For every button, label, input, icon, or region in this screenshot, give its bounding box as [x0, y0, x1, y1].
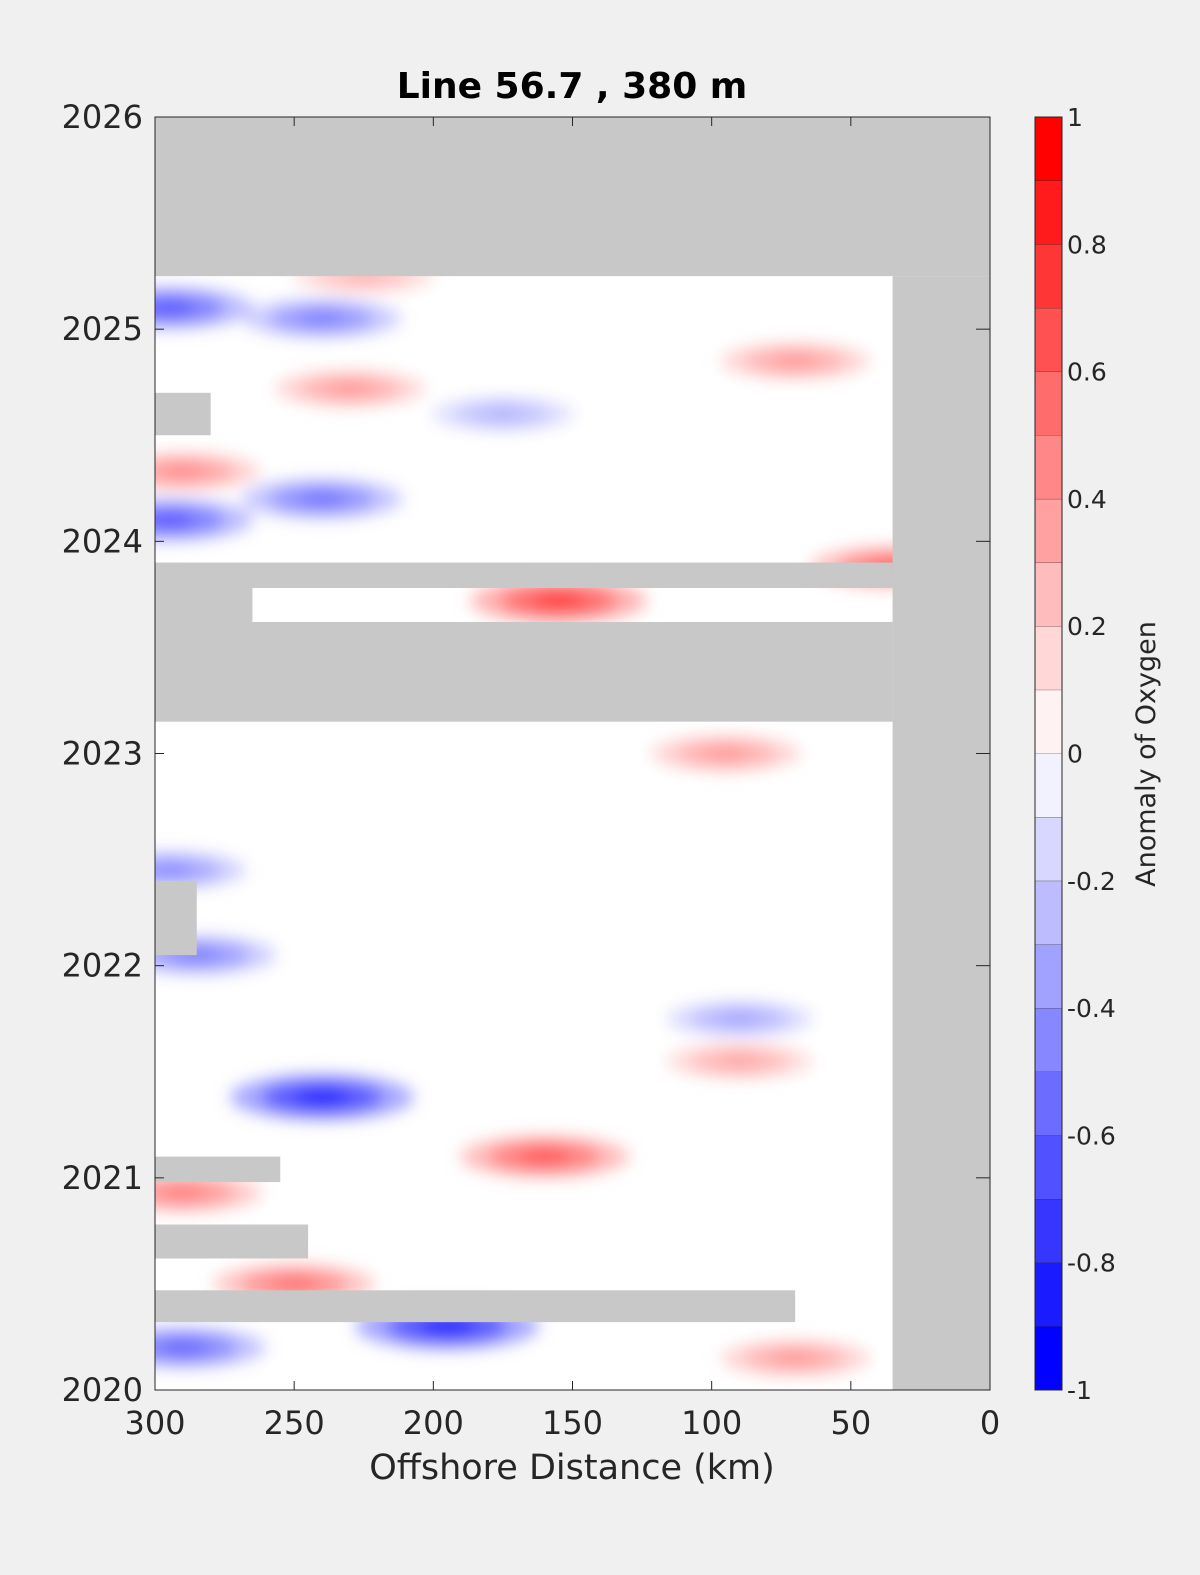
- anomaly-core: [294, 1088, 350, 1106]
- anomaly-core: [532, 592, 586, 609]
- colorbar-segment: [1035, 562, 1062, 627]
- colorbar-segment: [1035, 753, 1062, 818]
- y-tick-label: 2025: [62, 310, 143, 348]
- colorbar-segment: [1035, 880, 1062, 945]
- anomaly-core: [298, 311, 346, 326]
- no-data-region: [155, 392, 211, 436]
- y-axis: 2020 2021 2022 2023 2024 2025 2026: [62, 98, 990, 1409]
- anomaly-core: [419, 1317, 475, 1335]
- no-data-region: [155, 621, 893, 722]
- anomaly-core: [159, 1185, 207, 1200]
- anomaly-core: [155, 300, 195, 316]
- colorbar-tick-label: -0.2: [1067, 867, 1116, 896]
- anomaly-core: [772, 1351, 818, 1365]
- colorbar-tick-label: 0.6: [1067, 358, 1107, 387]
- x-tick-label: 250: [264, 1404, 325, 1442]
- colorbar-segment: [1035, 307, 1062, 372]
- colorbar-segment: [1035, 944, 1062, 1009]
- colorbar-tick-label: 0.8: [1067, 230, 1107, 259]
- y-tick-label: 2024: [62, 522, 143, 560]
- colorbar-segment: [1035, 1326, 1062, 1390]
- colorbar-segment: [1035, 817, 1062, 881]
- anomaly-core: [772, 354, 818, 368]
- x-tick-label: 0: [980, 1404, 1000, 1442]
- y-tick-label: 2022: [62, 947, 143, 985]
- colorbar-segment: [1035, 1008, 1062, 1072]
- plot-area: [155, 117, 990, 1390]
- colorbar-tick-label: -0.4: [1067, 994, 1116, 1023]
- colorbar-tick-label: 0.2: [1067, 612, 1107, 641]
- colorbar-tick-label: 1: [1067, 103, 1083, 132]
- anomaly-core: [297, 491, 347, 507]
- colorbar-segment: [1035, 689, 1062, 754]
- colorbar-label: Anomaly of Oxygen: [1131, 621, 1162, 887]
- colorbar-segment: [1035, 1135, 1062, 1200]
- colorbar-tick-label: -0.8: [1067, 1249, 1116, 1278]
- colorbar-segment: [1035, 180, 1062, 245]
- colorbar-segment: [1035, 498, 1062, 563]
- y-tick-label: 2026: [62, 98, 143, 136]
- colorbar-segment: [1035, 626, 1062, 690]
- colorbar-segment: [1035, 117, 1062, 181]
- colorbar-tick-label: -1: [1067, 1376, 1092, 1405]
- anomaly-core: [155, 863, 192, 877]
- anomaly-core: [519, 1149, 570, 1165]
- colorbar: 1 0.8 0.6 0.4 0.2 0 -0.2 -0.4 -0.6 -0.8 -1: [1034, 103, 1116, 1405]
- no-data-region: [155, 1224, 309, 1259]
- no-data-mask: [155, 117, 990, 1390]
- no-data-region: [155, 562, 893, 589]
- colorbar-tick-label: -0.6: [1067, 1121, 1116, 1150]
- no-data-region: [155, 880, 197, 956]
- colorbar-segment: [1035, 1262, 1062, 1327]
- no-data-region: [155, 1156, 281, 1183]
- anomaly-core: [327, 381, 373, 396]
- anomaly-core: [155, 512, 195, 528]
- y-tick-label: 2023: [62, 735, 143, 773]
- anomaly-core: [717, 1012, 762, 1026]
- colorbar-segment: [1035, 1199, 1062, 1263]
- x-tick-label: 150: [542, 1404, 603, 1442]
- no-data-region: [155, 117, 990, 277]
- anomaly-core: [717, 1054, 762, 1068]
- x-tick-label: 100: [681, 1404, 742, 1442]
- x-axis: 300 250 200 150 100 50 0: [124, 117, 1000, 1442]
- colorbar-segment: [1035, 1071, 1062, 1136]
- colorbar-tick-label: 0.4: [1067, 485, 1107, 514]
- colorbar-frame: [1034, 116, 1063, 1391]
- y-tick-label: 2021: [62, 1159, 143, 1197]
- colorbar-segment: [1035, 371, 1062, 436]
- x-tick-label: 200: [403, 1404, 464, 1442]
- anomaly-core: [269, 1276, 319, 1292]
- anomaly-core: [481, 407, 525, 421]
- no-data-region: [155, 588, 253, 622]
- y-tick-label: 2020: [62, 1371, 143, 1409]
- colorbar-tick-label: 0: [1067, 740, 1083, 769]
- colorbar-segment: [1035, 435, 1062, 499]
- anomaly-core: [703, 746, 749, 761]
- colorbar-segment: [1035, 244, 1062, 308]
- chart-title: Line 56.7 , 380 m: [397, 66, 748, 107]
- no-data-region: [892, 276, 990, 1390]
- anomaly-core: [158, 1340, 208, 1355]
- x-tick-label: 50: [830, 1404, 871, 1442]
- x-tick-label: 300: [124, 1404, 185, 1442]
- anomaly-core: [159, 464, 206, 479]
- x-axis-label: Offshore Distance (km): [369, 1448, 775, 1488]
- no-data-region: [155, 1290, 796, 1323]
